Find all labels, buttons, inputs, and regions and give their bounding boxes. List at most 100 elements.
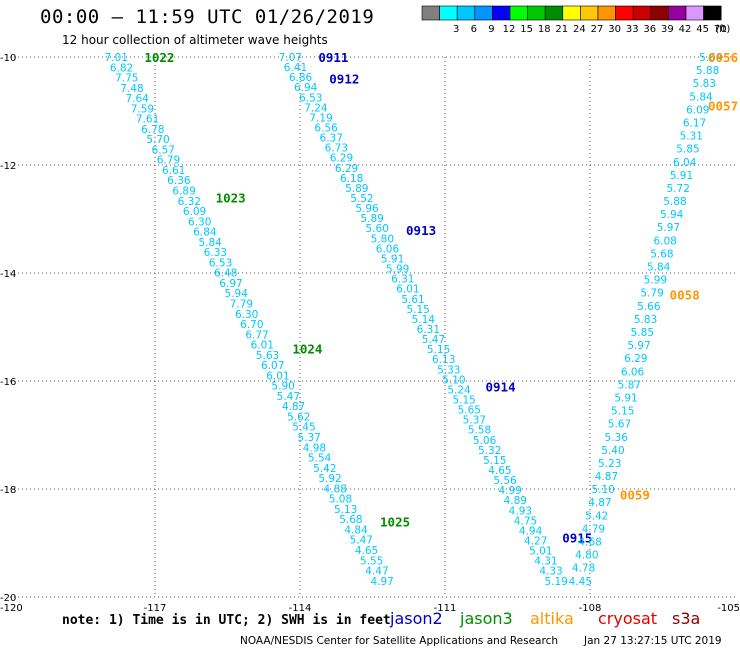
wave-height-value: 5.90 [271,381,294,393]
wave-height-value: 5.84 [647,262,671,274]
wave-height-value: 6.17 [683,117,706,129]
scale-swatch [439,5,458,21]
wave-height-value: 5.92 [318,473,341,485]
wave-height-value: 5.83 [693,78,716,90]
wave-height-value: 7.59 [131,103,154,115]
scale-swatch [615,5,634,21]
wave-height-value: 6.09 [183,206,206,218]
wave-height-value: 4.93 [509,505,532,517]
wave-height-value: 7.64 [125,93,149,105]
wave-height-value: 5.31 [680,131,703,143]
page-title: 00:00 – 11:59 UTC 01/26/2019 [40,6,375,28]
wave-height-value: 5.42 [585,510,608,522]
wave-height-value: 5.99 [386,264,409,276]
wave-height-value: 6.01 [396,284,419,296]
wave-height-value: 6.04 [673,157,697,169]
wave-height-value: 5.91 [381,253,404,265]
scale-swatch [456,5,476,21]
wave-height-value: 5.23 [598,458,621,470]
wave-height-value: 4.97 [370,576,393,588]
wave-height-value: 4.87 [595,471,618,483]
wave-height-value: 4.80 [575,550,598,562]
wave-height-value: 5.84 [689,91,713,103]
wave-height-value: 5.72 [667,183,690,195]
pass-time-label: 1022 [144,50,174,65]
wave-height-value: 4.89 [504,495,527,507]
wave-height-value: 7.61 [136,114,159,126]
wave-height-value: 7.75 [115,73,138,85]
wave-height-value: 5.37 [297,432,320,444]
wave-height-value: 5.61 [401,294,424,306]
wave-height-value: 5.91 [670,170,693,182]
wave-height-value: 6.30 [188,216,211,228]
wave-height-value: 6.84 [193,227,217,239]
scale-tick-label: 30 [608,24,621,35]
wave-height-value: 5.97 [657,222,680,234]
scale-tick-label: 42 [679,24,692,35]
pass-time-label: 0056 [708,50,738,65]
wave-height-value: 6.41 [284,62,307,74]
wave-height-value: 5.13 [334,504,357,516]
wave-height-value: 5.08 [329,494,352,506]
wave-height-value: 5.15 [406,304,429,316]
wave-height-value: 5.60 [366,223,389,235]
wave-height-value: 6.13 [432,354,455,366]
wave-height-value: 5.64 [699,52,723,64]
wave-height-value: 5.24 [447,384,471,396]
wave-height-value: 5.40 [601,445,624,457]
pass-time-label: 1024 [292,342,322,357]
lat-tick-label: -10 [0,53,16,64]
wave-height-value: 6.36 [167,175,191,187]
wave-height-value: 6.18 [340,173,363,185]
lon-tick-label: -120 [0,603,23,614]
wave-height-value: 7.07 [279,52,302,64]
wave-height-value: 4.47 [365,566,388,578]
wave-height-value: 5.84 [198,237,222,249]
wave-height-value: 6.01 [251,340,274,352]
wave-height-value: 6.89 [172,186,195,198]
wave-height-value: 5.52 [350,193,373,205]
wave-height-value: 7.48 [120,83,143,95]
wave-height-value: 5.45 [292,422,315,434]
legend-altika: altika [530,609,574,628]
wave-height-value: 6.29 [335,163,358,175]
scale-swatch [474,5,493,21]
wave-height-value: 5.65 [458,405,481,417]
wave-height-value: 5.58 [468,425,491,437]
wave-height-value: 6.61 [162,165,185,177]
wave-height-value: 4.87 [588,497,611,509]
scale-tick-label: 3 [453,24,459,35]
scale-swatch [703,5,722,21]
wave-height-value: 5.56 [493,475,517,487]
wave-height-value: 6.29 [330,153,353,165]
wave-height-value: 6.33 [204,247,227,259]
wave-height-value: 5.88 [663,196,686,208]
scale-swatch [544,5,564,21]
lat-tick-label: -18 [0,485,16,496]
wave-height-value: 5.94 [225,288,249,300]
wave-height-value: 6.06 [376,243,400,255]
wave-height-value: 6.97 [219,278,242,290]
wave-height-value: 6.48 [214,268,237,280]
legend-jason3: jason3 [460,609,513,628]
wave-height-value: 7.01 [105,52,128,64]
wave-height-value: 5.88 [696,65,719,77]
generated-timestamp: Jan 27 13:27:15 UTC 2019 [584,635,722,647]
pass-time-label: 0913 [406,223,436,238]
wave-height-value: 6.82 [110,62,133,74]
lon-tick-label: -108 [579,603,602,614]
wave-height-value: 4.65 [488,465,511,477]
wave-height-value: 5.79 [640,288,663,300]
pass-time-label: 1025 [380,514,410,529]
wave-height-value: 5.36 [605,432,629,444]
wave-height-value: 4.27 [524,536,547,548]
scale-tick-label: 24 [573,24,586,35]
scale-tick-label: 36 [643,24,656,35]
pass-time-label: 0057 [708,99,738,114]
scale-tick-label: 27 [591,24,604,35]
wave-height-value: 5.47 [277,391,300,403]
scale-swatch [668,5,687,21]
pass-time-label: 0912 [329,72,359,87]
legend-s3a: s3a [672,609,701,628]
